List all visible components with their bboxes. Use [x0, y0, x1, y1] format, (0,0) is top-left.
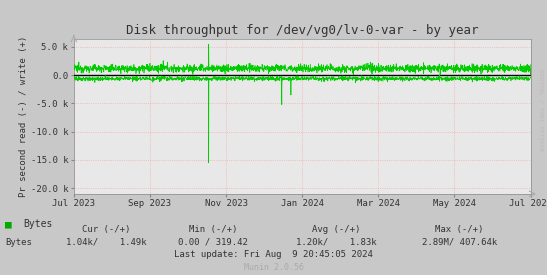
Text: RRDTOOL / TOBI OETIKER: RRDTOOL / TOBI OETIKER	[538, 69, 543, 151]
Text: Munin 2.0.56: Munin 2.0.56	[243, 263, 304, 271]
Text: Max (-/+): Max (-/+)	[435, 226, 484, 234]
Y-axis label: Pr second read (-) / write (+): Pr second read (-) / write (+)	[19, 35, 28, 197]
Text: Bytes: Bytes	[5, 238, 32, 247]
Text: 1.04k/    1.49k: 1.04k/ 1.49k	[66, 238, 147, 247]
Text: 0.00 / 319.42: 0.00 / 319.42	[178, 238, 248, 247]
Text: Cur (-/+): Cur (-/+)	[83, 226, 131, 234]
Text: 1.20k/    1.83k: 1.20k/ 1.83k	[296, 238, 377, 247]
Text: Avg (-/+): Avg (-/+)	[312, 226, 360, 234]
Text: Min (-/+): Min (-/+)	[189, 226, 237, 234]
Text: 2.89M/ 407.64k: 2.89M/ 407.64k	[422, 238, 497, 247]
Text: Last update: Fri Aug  9 20:45:05 2024: Last update: Fri Aug 9 20:45:05 2024	[174, 250, 373, 259]
Text: Bytes: Bytes	[23, 219, 53, 229]
Text: ■: ■	[5, 219, 12, 229]
Title: Disk throughput for /dev/vg0/lv-0-var - by year: Disk throughput for /dev/vg0/lv-0-var - …	[126, 24, 479, 37]
